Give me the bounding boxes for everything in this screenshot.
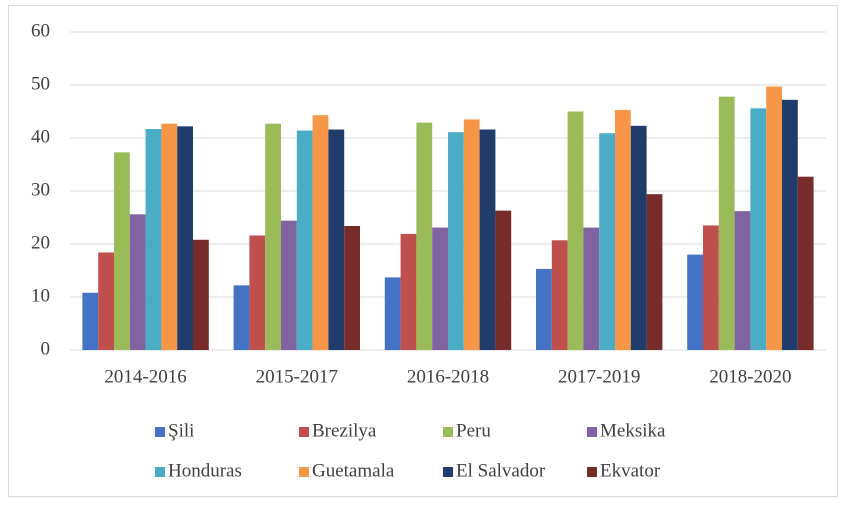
- y-tick-label: 20: [31, 232, 50, 253]
- bar: [193, 239, 209, 350]
- bar: [344, 225, 360, 350]
- bar: [615, 109, 631, 350]
- bar: [479, 129, 496, 350]
- bar: [567, 111, 584, 350]
- x-tick-label: 2017-2019: [558, 366, 640, 387]
- bar: [734, 211, 751, 350]
- legend-label: Brezilya: [312, 420, 377, 441]
- y-tick-label: 50: [31, 73, 50, 94]
- legend-label: Guetamala: [312, 460, 395, 481]
- bar: [599, 133, 615, 350]
- bar: [703, 225, 719, 350]
- legend-label: El Salvador: [456, 460, 546, 481]
- x-tick-label: 2014-2016: [104, 366, 186, 387]
- bar: [384, 277, 401, 350]
- bar: [718, 96, 735, 350]
- legend-label: Ekvator: [600, 460, 661, 481]
- legend-swatch: [587, 467, 597, 477]
- bar: [400, 233, 417, 350]
- y-tick-label: 40: [31, 126, 50, 147]
- legend-swatch: [299, 427, 309, 437]
- bar: [281, 220, 297, 350]
- bar: [145, 128, 162, 350]
- bar: [114, 152, 130, 350]
- bar: [416, 122, 433, 350]
- bar: [448, 132, 464, 350]
- legend-label: Şili: [168, 420, 194, 441]
- y-tick-label: 0: [41, 338, 51, 359]
- bar: [233, 285, 250, 350]
- bar: [766, 86, 782, 350]
- bar: [161, 123, 178, 350]
- bar: [296, 130, 313, 350]
- bar: [249, 235, 266, 350]
- y-tick-label: 10: [31, 285, 50, 306]
- bar: [551, 240, 568, 350]
- bar: [782, 99, 798, 350]
- bar: [495, 210, 512, 350]
- bar: [583, 227, 600, 350]
- bar: [82, 292, 99, 350]
- legend-swatch: [155, 467, 165, 477]
- legend-swatch: [155, 427, 165, 437]
- x-tick-label: 2015-2017: [256, 366, 338, 387]
- legend-label: Honduras: [168, 460, 242, 481]
- bar: [750, 108, 767, 350]
- legend-label: Meksika: [600, 420, 666, 441]
- x-tick-label: 2018-2020: [709, 366, 791, 387]
- bar: [646, 194, 663, 350]
- bar: [177, 126, 193, 350]
- x-tick-label: 2016-2018: [407, 366, 489, 387]
- bar: [797, 176, 814, 350]
- y-tick-label: 30: [31, 179, 50, 200]
- bar: [432, 227, 448, 350]
- bar: [129, 214, 146, 350]
- bar: [98, 252, 114, 350]
- bar: [328, 129, 345, 350]
- bar: [312, 115, 329, 351]
- bar: [687, 254, 703, 350]
- legend-swatch: [443, 427, 453, 437]
- legend-swatch: [443, 467, 453, 477]
- bar: [463, 119, 480, 350]
- bar: [630, 125, 647, 350]
- bar: [536, 268, 552, 350]
- y-tick-label: 60: [31, 20, 50, 41]
- legend-label: Peru: [456, 420, 491, 441]
- legend-swatch: [587, 427, 597, 437]
- bar: [265, 123, 281, 350]
- legend-swatch: [299, 467, 309, 477]
